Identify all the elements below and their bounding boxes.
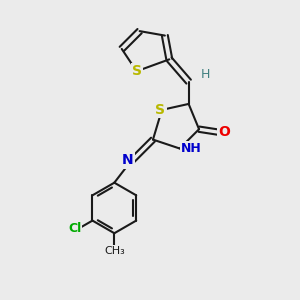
Text: H: H xyxy=(200,68,210,81)
Text: Cl: Cl xyxy=(68,222,81,235)
Text: N: N xyxy=(122,153,134,167)
Text: O: O xyxy=(218,125,230,139)
Text: CH₃: CH₃ xyxy=(104,246,125,256)
Text: S: S xyxy=(155,103,165,117)
Text: S: S xyxy=(132,64,142,78)
Text: NH: NH xyxy=(181,142,201,155)
